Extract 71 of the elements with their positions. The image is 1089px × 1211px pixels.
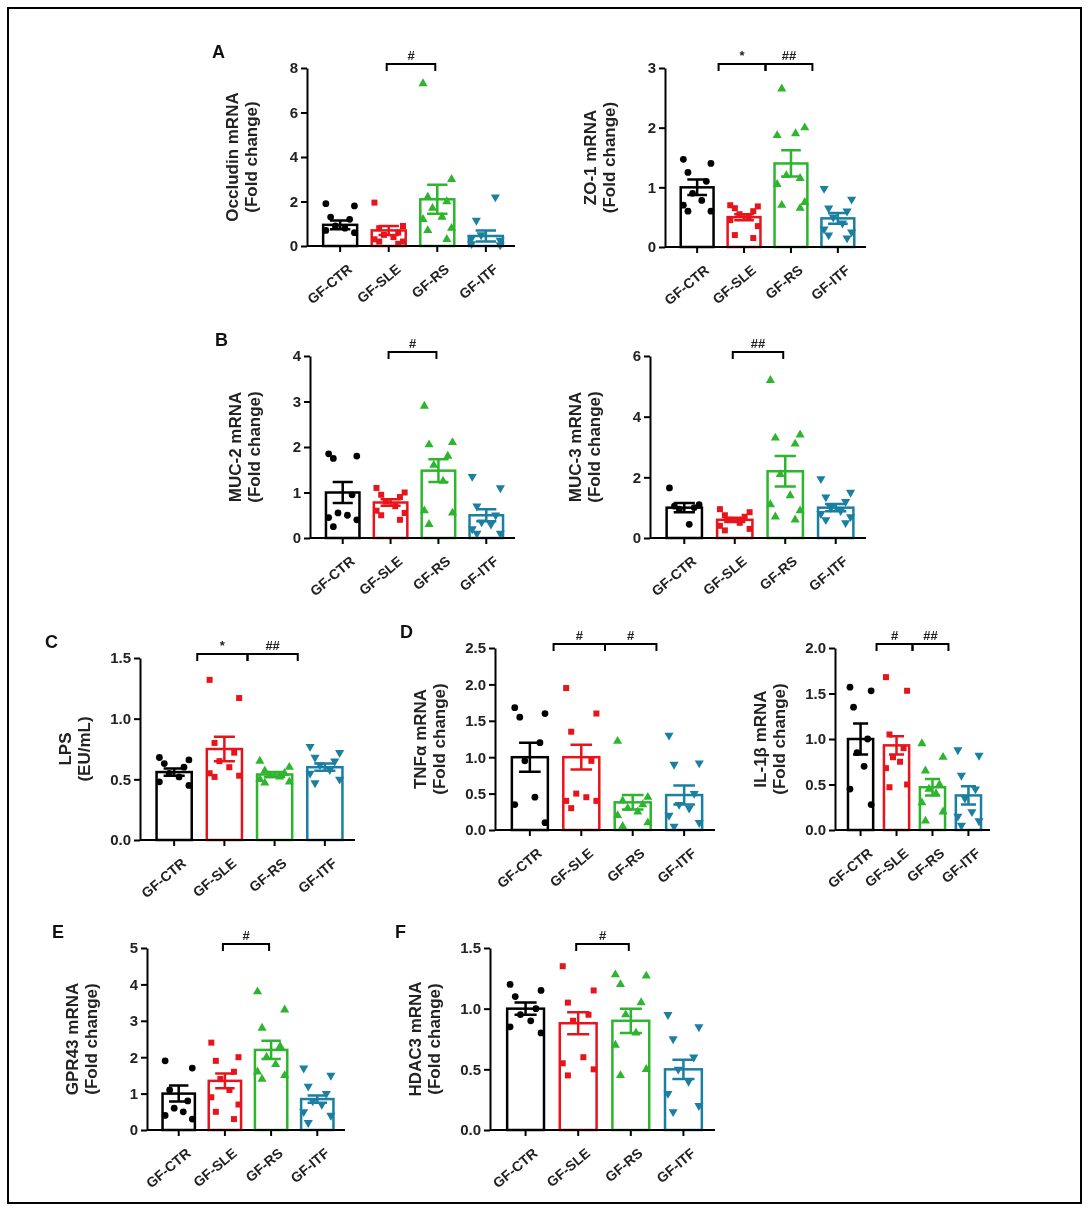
y-tick-label: 1.5 [460, 939, 481, 957]
text: ## [750, 336, 766, 351]
y-tick-label: 1 [292, 483, 301, 501]
y-tick-label: 0.0 [110, 831, 131, 849]
text: # [627, 628, 636, 643]
y-tick-label: 3 [129, 1012, 138, 1030]
y-tick-label: 0.5 [460, 1060, 481, 1078]
y-tick-label: 2 [289, 192, 298, 210]
y-tick-label: 0 [647, 238, 656, 256]
text: # [890, 628, 899, 643]
y-tick-label: 5 [129, 939, 138, 957]
y-tick-label: 0.0 [805, 821, 826, 839]
y-tick-label: 0 [292, 529, 301, 547]
y-tick-label: 1.0 [460, 999, 481, 1017]
y-tick-label: 2 [647, 118, 656, 136]
y-axis-title: LPS (EU/mL) [55, 716, 95, 782]
y-tick-label: 2.5 [465, 639, 486, 657]
y-tick-label: 1.5 [465, 712, 486, 730]
chart-title: C [45, 632, 58, 652]
text: # [598, 928, 607, 943]
y-tick-label: 6 [289, 103, 298, 121]
y-tick-label: 6 [632, 347, 641, 365]
y-tick-label: 3 [292, 392, 301, 410]
y-tick-label: 0.0 [465, 821, 486, 839]
chart-title: A [212, 42, 225, 62]
y-tick-label: 1 [647, 178, 656, 196]
y-axis-title: HDAC3 mRNA (Fold change) [405, 981, 445, 1097]
y-tick-label: 1.5 [110, 649, 131, 667]
y-tick-label: 2 [129, 1048, 138, 1066]
y-tick-label: 4 [292, 347, 302, 365]
y-tick-label: 8 [289, 59, 298, 77]
y-axis-title: ZO-1 mRNA (Fold change) [580, 101, 620, 214]
text: ## [781, 48, 797, 63]
y-axis-title: TNFα mRNA (Fold change) [410, 683, 450, 795]
text: # [242, 928, 251, 943]
text: ## [923, 628, 939, 643]
y-tick-label: 1.0 [110, 709, 131, 727]
y-tick-label: 2 [292, 438, 301, 456]
y-axis-title: IL-1β mRNA (Fold change) [750, 683, 790, 795]
text: # [408, 336, 417, 351]
y-tick-label: 2.0 [805, 639, 826, 657]
y-tick-label: 1.5 [805, 684, 826, 702]
text: # [407, 48, 416, 63]
y-tick-label: 4 [632, 407, 642, 425]
y-tick-label: 4 [129, 975, 139, 993]
y-tick-label: 0 [289, 237, 298, 255]
text: ## [265, 638, 281, 653]
text: # [575, 628, 584, 643]
y-tick-label: 4 [289, 148, 299, 166]
y-tick-label: 0 [129, 1121, 138, 1139]
y-axis-title: MUC-2 mRNA (Fold change) [225, 391, 265, 503]
text: * [219, 638, 226, 653]
y-tick-label: 0 [632, 529, 641, 547]
text: * [739, 48, 746, 63]
chart-title: B [215, 330, 228, 350]
y-tick-label: 0.5 [110, 770, 131, 788]
y-tick-label: 1.0 [465, 748, 486, 766]
chart-title: F [395, 922, 406, 942]
chart-title: D [400, 622, 413, 642]
y-tick-label: 0.5 [805, 775, 826, 793]
y-axis-title: MUC-3 mRNA (Fold change) [565, 391, 605, 503]
y-tick-label: 2 [632, 468, 641, 486]
y-tick-label: 1.0 [805, 730, 826, 748]
y-axis-title: Occludin mRNA (Fold change) [222, 92, 262, 222]
y-axis-title: GPR43 mRNA (Fold change) [62, 982, 102, 1096]
y-tick-label: 0.0 [460, 1121, 481, 1139]
y-tick-label: 1 [129, 1084, 138, 1102]
y-tick-label: 3 [647, 59, 656, 77]
y-tick-label: 2.0 [465, 675, 486, 693]
y-tick-label: 0.5 [465, 784, 486, 802]
chart-title: E [52, 922, 65, 942]
